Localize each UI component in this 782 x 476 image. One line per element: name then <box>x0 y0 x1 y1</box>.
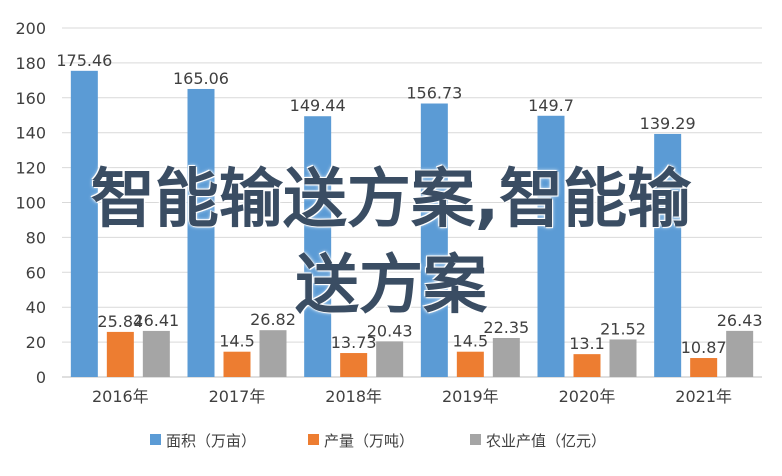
bar-1-3 <box>304 116 332 377</box>
data-label: 20.43 <box>367 321 413 340</box>
data-label: 149.44 <box>290 96 346 115</box>
y-tick-label: 120 <box>15 159 46 178</box>
legend-swatch-3 <box>470 434 481 445</box>
data-label: 26.82 <box>250 310 296 329</box>
y-tick-label: 60 <box>26 263 46 282</box>
x-tick-label: 2019年 <box>442 387 499 406</box>
data-label: 14.5 <box>219 332 255 351</box>
data-label: 22.35 <box>483 318 529 337</box>
y-tick-label: 0 <box>36 368 46 387</box>
bar-1-1 <box>70 70 98 377</box>
bar-3-2 <box>259 330 287 377</box>
bar-2-5 <box>573 354 601 377</box>
bar-1-2 <box>187 88 215 377</box>
legend-swatch-1 <box>150 434 161 445</box>
legend-label-2: 产量（万吨） <box>324 432 414 450</box>
bar-3-5 <box>609 339 637 377</box>
data-label: 21.52 <box>600 319 646 338</box>
data-label: 26.41 <box>133 311 179 330</box>
x-tick-label: 2017年 <box>209 387 266 406</box>
bar-1-6 <box>654 133 682 377</box>
y-tick-label: 200 <box>15 19 46 38</box>
legend-label-3: 农业产值（亿元） <box>486 432 606 450</box>
y-axis-ticks: 0 20 40 60 80 100 120 140 160 180 200 <box>15 19 46 387</box>
data-label: 13.1 <box>569 334 605 353</box>
data-label: 165.06 <box>173 69 229 88</box>
legend-swatch-2 <box>308 434 319 445</box>
data-label: 139.29 <box>640 114 696 133</box>
data-label: 25.84 <box>97 312 143 331</box>
data-label: 175.46 <box>56 51 112 70</box>
data-label: 10.87 <box>681 338 727 357</box>
bar-2-4 <box>456 351 484 377</box>
y-tick-label: 160 <box>15 89 46 108</box>
bars <box>70 70 754 377</box>
bar-3-3 <box>376 341 404 377</box>
y-tick-label: 180 <box>15 54 46 73</box>
bar-3-6 <box>726 330 754 377</box>
data-label: 13.73 <box>331 333 377 352</box>
data-label: 156.73 <box>406 84 462 103</box>
x-tick-label: 2018年 <box>325 387 382 406</box>
bar-2-1 <box>106 331 134 377</box>
y-tick-label: 140 <box>15 124 46 143</box>
x-tick-label: 2016年 <box>92 387 149 406</box>
legend: 面积（万亩） 产量（万吨） 农业产值（亿元） <box>150 432 606 450</box>
gridlines <box>62 27 762 378</box>
bar-2-3 <box>340 353 368 377</box>
bar-1-5 <box>537 115 565 377</box>
bar-2-6 <box>690 358 718 377</box>
bar-2-2 <box>223 351 251 377</box>
x-tick-label: 2021年 <box>675 387 732 406</box>
y-tick-label: 80 <box>26 228 46 247</box>
y-tick-label: 40 <box>26 298 46 317</box>
data-label: 149.7 <box>528 96 574 115</box>
legend-label-1: 面积（万亩） <box>166 432 256 450</box>
data-label: 14.5 <box>453 332 489 351</box>
bar-1-4 <box>420 103 448 377</box>
y-tick-label: 20 <box>26 333 46 352</box>
bar-3-1 <box>142 330 170 377</box>
y-tick-label: 100 <box>15 194 46 213</box>
data-label: 26.43 <box>717 311 763 330</box>
x-axis-ticks: 2016年 2017年 2018年 2019年 2020年 2021年 <box>92 387 732 406</box>
bar-3-4 <box>492 337 520 377</box>
x-tick-label: 2020年 <box>559 387 616 406</box>
